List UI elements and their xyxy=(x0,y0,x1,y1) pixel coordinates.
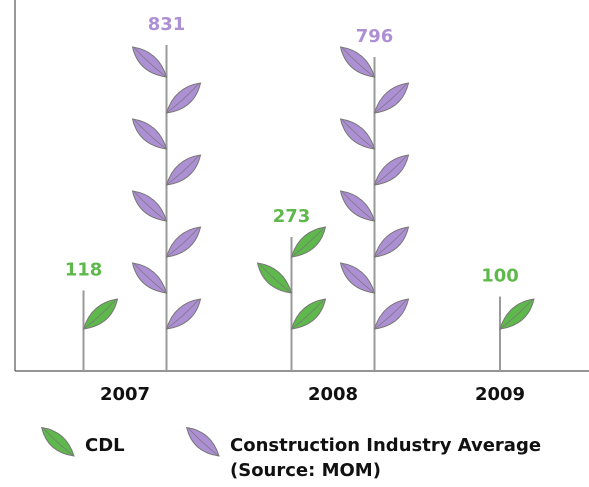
leaf-vein xyxy=(259,263,292,294)
value-label: 796 xyxy=(356,26,394,47)
leaf-vein xyxy=(134,47,167,78)
leaf-vein xyxy=(374,227,407,258)
leaf-vein xyxy=(342,191,375,222)
leaf-vein xyxy=(83,299,116,330)
leaf-vein xyxy=(342,47,375,78)
x-tick-label: 2009 xyxy=(475,384,525,405)
leaf-vein xyxy=(43,428,75,457)
legend-icon xyxy=(186,426,220,457)
x-tick-label: 2008 xyxy=(308,384,358,405)
leaf-vein xyxy=(166,227,199,258)
leaf-vein xyxy=(374,155,407,186)
leaf-vein xyxy=(166,299,199,330)
x-tick-label: 2007 xyxy=(100,384,150,405)
leaf-vein xyxy=(166,83,199,114)
legend-label: Construction Industry Average (Source: M… xyxy=(230,435,542,481)
legend-label: CDL xyxy=(85,435,125,456)
leaf-vein xyxy=(342,263,375,294)
bar xyxy=(339,46,410,371)
leaf-vein xyxy=(374,299,407,330)
bar xyxy=(499,296,535,371)
leaf-vein xyxy=(134,191,167,222)
bar xyxy=(131,45,202,371)
leaf-vein xyxy=(291,227,324,258)
leaf-vein xyxy=(499,299,533,330)
value-label: 100 xyxy=(481,266,519,287)
leaf-vein xyxy=(134,119,167,150)
legend-icon xyxy=(41,426,75,457)
leaf-vein xyxy=(342,119,375,150)
leaf-vein xyxy=(374,83,407,114)
leaf-vein xyxy=(134,263,167,294)
leaf-vein xyxy=(188,428,220,457)
value-label: 831 xyxy=(148,14,186,35)
value-label: 118 xyxy=(65,259,103,280)
leaf-vein xyxy=(166,155,199,186)
bar xyxy=(256,226,327,371)
value-label: 273 xyxy=(273,206,311,227)
bar xyxy=(82,290,119,371)
leaf-vein xyxy=(291,299,324,330)
